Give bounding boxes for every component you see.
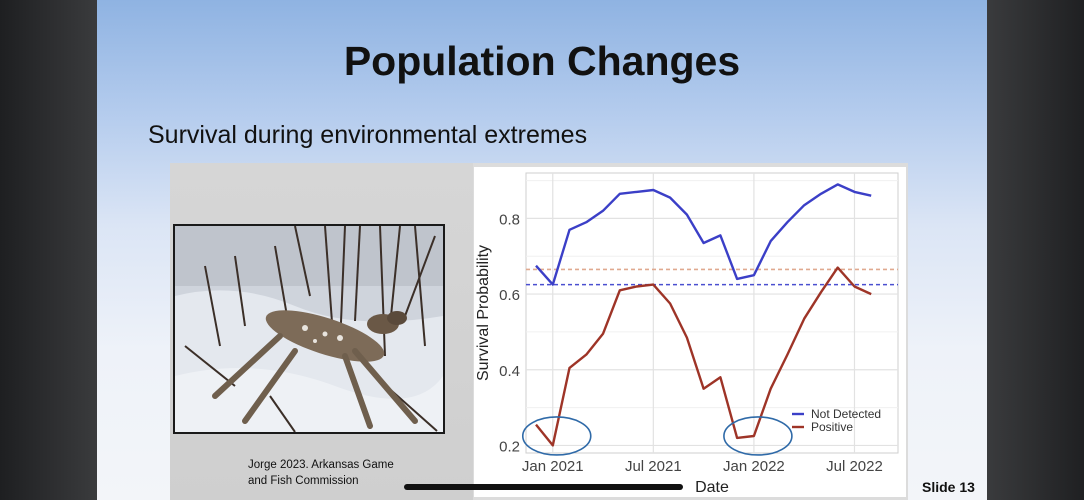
y-tick-label: 0.8 [499, 211, 520, 228]
deer-photo [173, 224, 445, 434]
y-tick-label: 0.2 [499, 438, 520, 455]
slide-title: Population Changes [343, 38, 741, 84]
x-axis-label: Date [695, 479, 729, 496]
right-background-bar [987, 0, 1084, 500]
survival-chart: 0.2 0.4 0.6 0.8 Jan 2021 Jul 2021 Jan 2022 Jul … [475, 172, 899, 496]
legend-label: Positive [811, 420, 853, 434]
legend-label: Not Detected [811, 407, 881, 421]
photo-panel: Jorge 2023. Arkansas Game and Fish Commi… [170, 163, 473, 500]
x-tick-label: Jul 2022 [826, 458, 883, 475]
left-background-bar [0, 0, 97, 500]
x-tick-label: Jan 2022 [723, 458, 785, 475]
y-axis-label: Survival Probability [475, 245, 492, 381]
y-tick-label: 0.6 [499, 287, 520, 304]
home-indicator-bar[interactable] [404, 484, 683, 490]
x-tick-label: Jan 2021 [522, 458, 584, 475]
positive-line [535, 266, 872, 447]
photo-credit: Jorge 2023. Arkansas Game and Fish Commi… [248, 459, 394, 487]
slide-number: Slide 13 [922, 479, 975, 495]
x-tick-label: Jul 2021 [625, 458, 682, 475]
slide-subtitle: Survival during environmental extremes [148, 121, 588, 149]
chart-area: 0.2 0.4 0.6 0.8 Jan 2021 Jul 2021 Jan 2022 Jul … [474, 167, 906, 497]
highlight-circle [723, 416, 793, 456]
slide: Population Changes Survival during envir… [97, 0, 987, 500]
y-tick-label: 0.4 [499, 363, 520, 380]
content-panel: Jorge 2023. Arkansas Game and Fish Commi… [170, 163, 908, 500]
highlight-circle [521, 416, 592, 456]
not-detected-line [535, 183, 872, 286]
